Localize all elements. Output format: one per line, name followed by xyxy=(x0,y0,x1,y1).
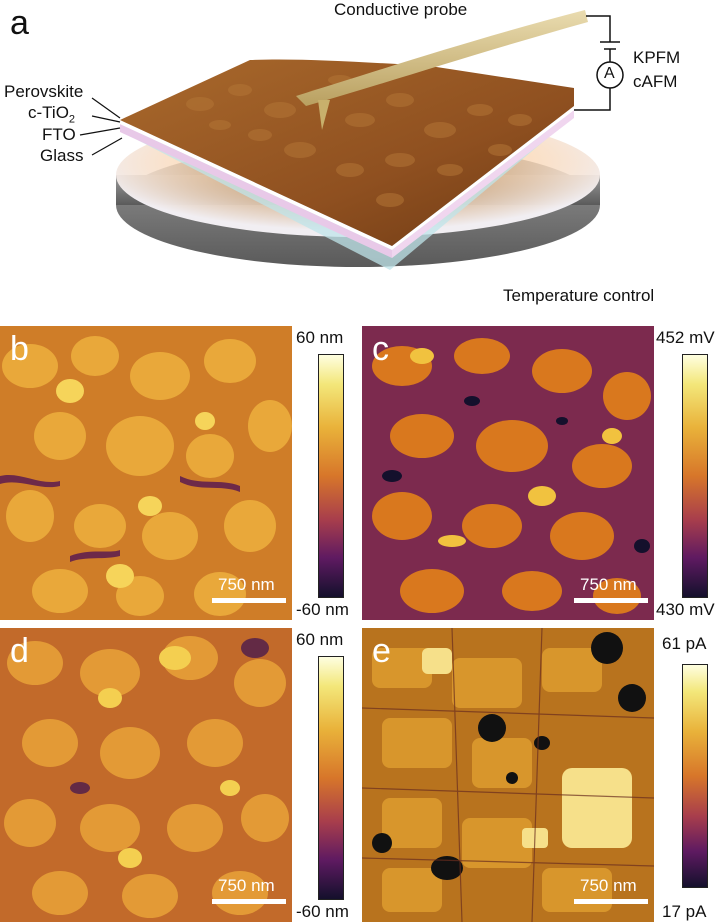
current-map-e xyxy=(362,628,654,922)
grain-pattern-b xyxy=(0,326,292,620)
kpfm-label: KPFM xyxy=(633,48,681,67)
panel-letter-d: d xyxy=(10,632,29,670)
scale-bar-d xyxy=(212,899,286,904)
scale-bar-label-c: 750 nm xyxy=(580,575,637,594)
grain-pattern-d xyxy=(0,628,292,922)
topography-map-b xyxy=(0,326,292,620)
tio2-label: c-TiO2 xyxy=(28,103,75,125)
perovskite-label: Perovskite xyxy=(4,82,84,101)
colorbar-max-d: 60 nm xyxy=(296,630,344,649)
scale-bar-e xyxy=(574,899,648,904)
tio2-label-subscript: 2 xyxy=(68,113,76,126)
tio2-layer xyxy=(120,120,392,250)
colorbar-b xyxy=(318,354,344,598)
scale-bar-b xyxy=(212,598,286,603)
panel-letter-a: a xyxy=(10,4,29,42)
colorbar-max-c: 452 mV xyxy=(656,328,715,347)
panel-letter-e: e xyxy=(372,632,391,670)
probe-cantilever xyxy=(296,10,588,106)
grain-texture xyxy=(186,75,532,207)
colorbar-min-d: -60 nm xyxy=(296,902,349,921)
scale-bar-c xyxy=(574,598,648,603)
glass-label: Glass xyxy=(40,146,84,165)
grain-pattern-e xyxy=(362,628,654,922)
scale-bar-label-d: 750 nm xyxy=(218,876,275,895)
probe-tip xyxy=(318,100,330,130)
colorbar-min-c: 430 mV xyxy=(656,600,715,619)
circuit xyxy=(574,15,624,111)
fto-label: FTO xyxy=(42,125,76,144)
colorbar-min-e: 17 pA xyxy=(662,902,707,921)
scale-bar-label-e: 750 nm xyxy=(580,876,637,895)
kpfm-map-c xyxy=(362,326,654,620)
tio2-label-text: c-TiO xyxy=(28,103,69,122)
topography-map-d xyxy=(0,628,292,922)
colorbar-d xyxy=(318,656,344,900)
temperature-label: Temperature control xyxy=(503,286,655,305)
scale-bar-label-b: 750 nm xyxy=(218,575,275,594)
colorbar-c xyxy=(682,354,708,598)
grain-pattern-c xyxy=(362,326,654,620)
cafm-label: cAFM xyxy=(633,72,678,91)
colorbar-e xyxy=(682,664,708,888)
perovskite-film xyxy=(120,59,574,246)
ammeter-symbol: A xyxy=(604,65,615,82)
probe-label: Conductive probe xyxy=(334,0,468,19)
panel-letter-c: c xyxy=(372,330,389,368)
colorbar-max-b: 60 nm xyxy=(296,328,344,347)
colorbar-min-b: -60 nm xyxy=(296,600,349,619)
panel-letter-b: b xyxy=(10,330,29,368)
leader-lines xyxy=(79,97,123,156)
schematic-illustration xyxy=(79,10,624,270)
colorbar-max-e: 61 pA xyxy=(662,634,707,653)
fto-layer xyxy=(120,124,392,258)
